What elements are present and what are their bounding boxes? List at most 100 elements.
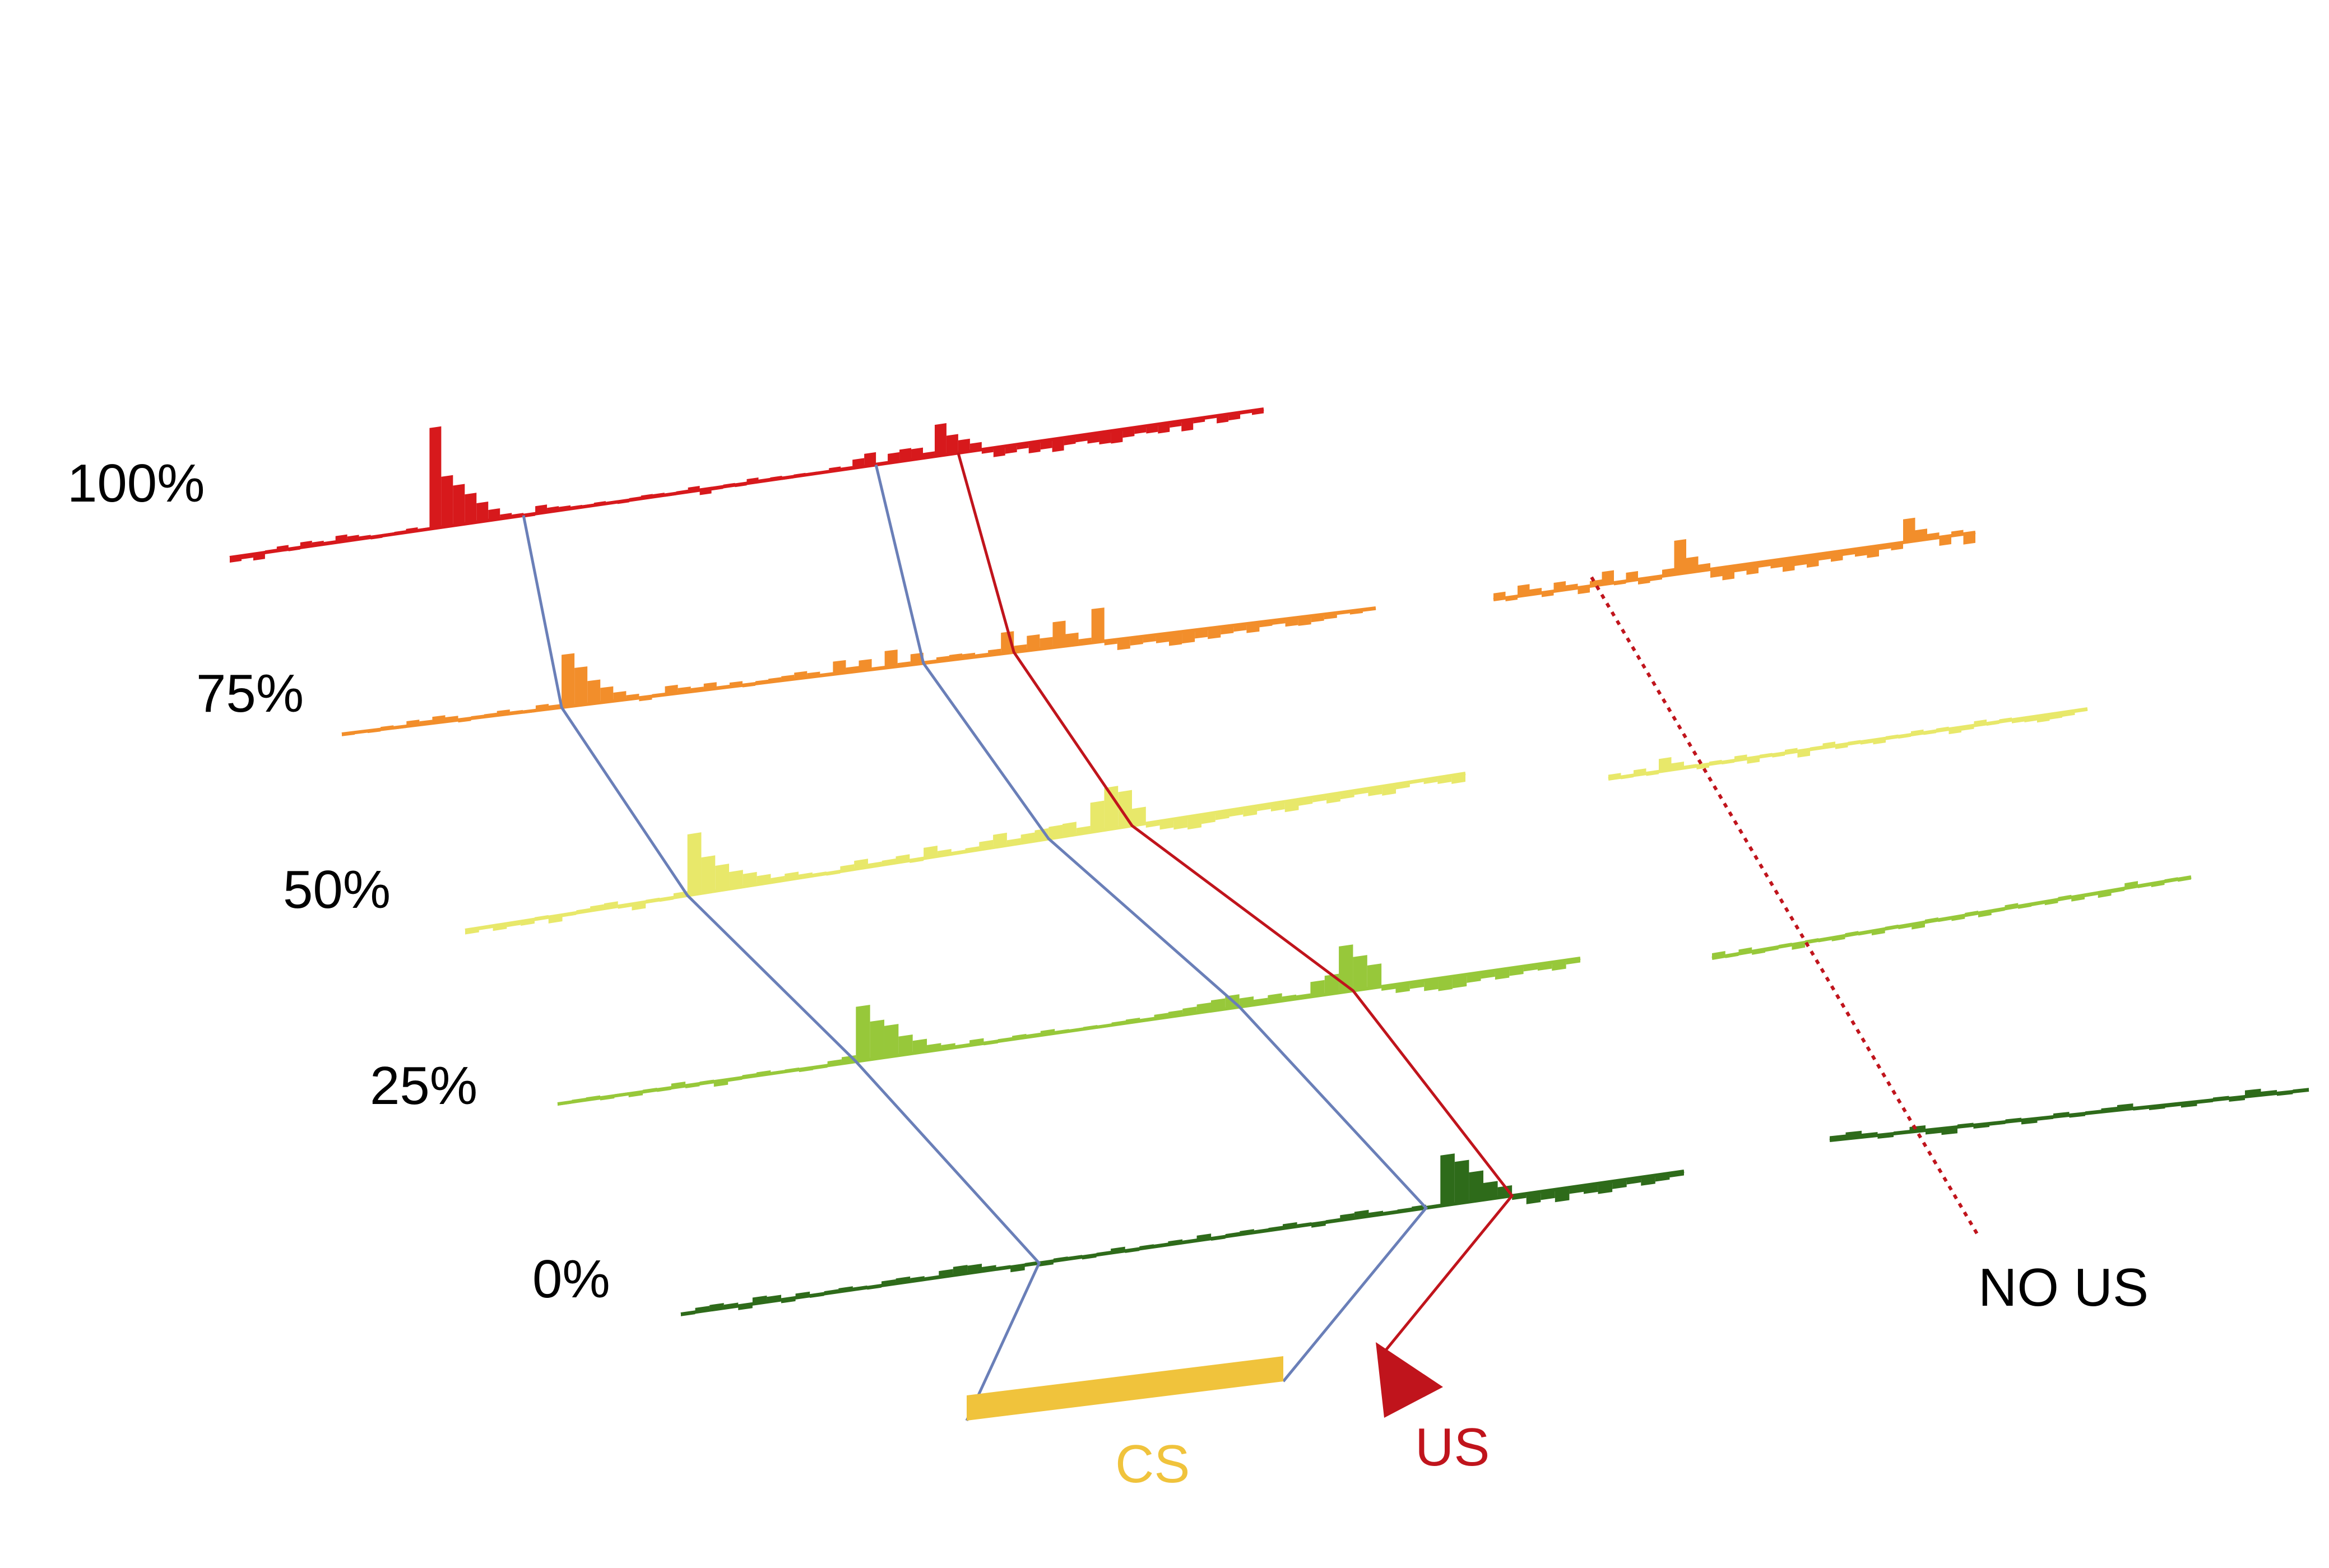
histogram-bar	[2071, 895, 2085, 902]
histogram-bar	[1454, 1159, 1469, 1204]
histogram-bar	[1111, 429, 1123, 444]
histogram-bar	[1078, 637, 1092, 644]
histogram-bar	[465, 493, 477, 524]
histogram-bar	[1440, 1153, 1455, 1206]
histogram-bar	[1034, 828, 1049, 841]
histogram-bar	[949, 653, 962, 660]
histogram-bar	[1948, 727, 1961, 735]
histogram-bar	[582, 503, 594, 507]
histogram-bar	[882, 1279, 896, 1286]
histogram-bar	[1746, 563, 1759, 575]
row-label: 25%	[370, 1056, 477, 1116]
histogram-bar	[871, 666, 885, 670]
histogram-bar	[703, 682, 717, 690]
event-guide-lines	[522, 452, 1980, 1422]
histogram-bar	[1845, 1130, 1862, 1139]
histogram-bar	[1383, 1210, 1398, 1214]
histogram-bar	[1483, 1181, 1498, 1200]
histogram-bar	[1426, 1204, 1441, 1208]
histogram-bar	[1957, 1122, 1974, 1127]
histogram-bar	[1040, 439, 1052, 450]
histogram-bar	[807, 671, 820, 678]
histogram-bar	[771, 1070, 785, 1074]
histogram-bar	[946, 434, 958, 455]
histogram-bar	[1063, 822, 1077, 837]
histogram-bar	[1311, 614, 1324, 623]
histogram-bar	[1339, 944, 1353, 993]
histogram-bar	[417, 527, 430, 531]
histogram-bar	[852, 1285, 867, 1290]
histogram-bar	[1104, 786, 1119, 831]
histogram-bar	[1169, 632, 1182, 646]
histogram-bar	[646, 897, 660, 902]
histogram-bar	[419, 720, 433, 725]
histogram-bar	[1168, 1239, 1182, 1245]
histogram-bar	[1075, 434, 1088, 443]
histogram-bar	[335, 534, 347, 542]
histogram-bar	[359, 535, 371, 539]
histogram-bar	[1495, 968, 1510, 980]
histogram-bar	[600, 686, 614, 703]
histogram-bar	[817, 470, 829, 474]
histogram-bar	[576, 908, 591, 913]
histogram-bar	[445, 716, 458, 722]
histogram-bar	[934, 423, 947, 457]
histogram-bar	[628, 1092, 643, 1097]
histogram-bar	[673, 891, 688, 898]
histogram-bar	[593, 501, 606, 505]
histogram-bar	[1040, 1029, 1055, 1036]
histogram-bar	[1020, 832, 1035, 843]
histogram-bar	[2044, 899, 2058, 906]
histogram-bar	[1368, 786, 1382, 796]
histogram-bar	[2111, 888, 2125, 893]
histogram-bar	[738, 1303, 753, 1310]
histogram-bar	[1065, 632, 1079, 646]
histogram-bar	[1686, 556, 1699, 573]
histogram-bar	[458, 718, 471, 723]
histogram-bar	[1797, 749, 1810, 758]
histogram-bar	[1765, 947, 1779, 952]
histogram-bar	[969, 442, 982, 452]
histogram-bar	[641, 494, 653, 499]
histogram-bar	[549, 704, 562, 709]
histogram-row-0%	[680, 1153, 1685, 1316]
histogram-bar	[512, 513, 524, 517]
histogram-bar	[1014, 644, 1027, 652]
histogram-bar	[276, 545, 289, 551]
histogram-bar	[2053, 1112, 2070, 1117]
histogram-bar	[265, 549, 277, 553]
histogram-bar	[652, 493, 665, 497]
histogram-bar	[1523, 964, 1538, 972]
histogram-bar	[1340, 1213, 1354, 1221]
histogram-bar	[993, 832, 1007, 848]
histogram-bar	[2049, 712, 2062, 720]
histogram-bar	[394, 530, 406, 534]
histogram-bar	[687, 832, 702, 896]
histogram-bar	[805, 471, 818, 475]
histogram-bar	[1912, 922, 1925, 930]
histogram-bar	[1283, 1222, 1297, 1228]
histogram-bar	[1555, 1187, 1570, 1203]
histogram-bar	[614, 1092, 629, 1096]
histogram-bar	[618, 904, 632, 909]
histogram-bar	[941, 1043, 955, 1050]
histogram-bar	[1903, 517, 1915, 542]
histogram-bar	[1855, 548, 1867, 557]
histogram-bar	[1669, 1171, 1684, 1178]
histogram-bar	[1082, 1255, 1097, 1260]
histogram-bar	[1566, 583, 1578, 590]
histogram-bar	[1297, 1222, 1312, 1227]
histogram-bar	[1028, 441, 1041, 453]
histogram-rows	[229, 407, 1685, 1316]
histogram-bar	[1518, 584, 1530, 596]
histogram-bar	[1017, 443, 1029, 450]
histogram-bar	[2085, 893, 2098, 897]
histogram-bar	[2024, 716, 2037, 722]
histogram-bar	[1655, 1173, 1670, 1182]
histogram-bar	[937, 848, 952, 856]
histogram-bar	[1843, 549, 1855, 556]
histogram-bar	[897, 661, 911, 667]
histogram-bar	[1221, 625, 1234, 635]
histogram-bar	[846, 666, 859, 673]
histogram-bar	[1961, 725, 1974, 731]
